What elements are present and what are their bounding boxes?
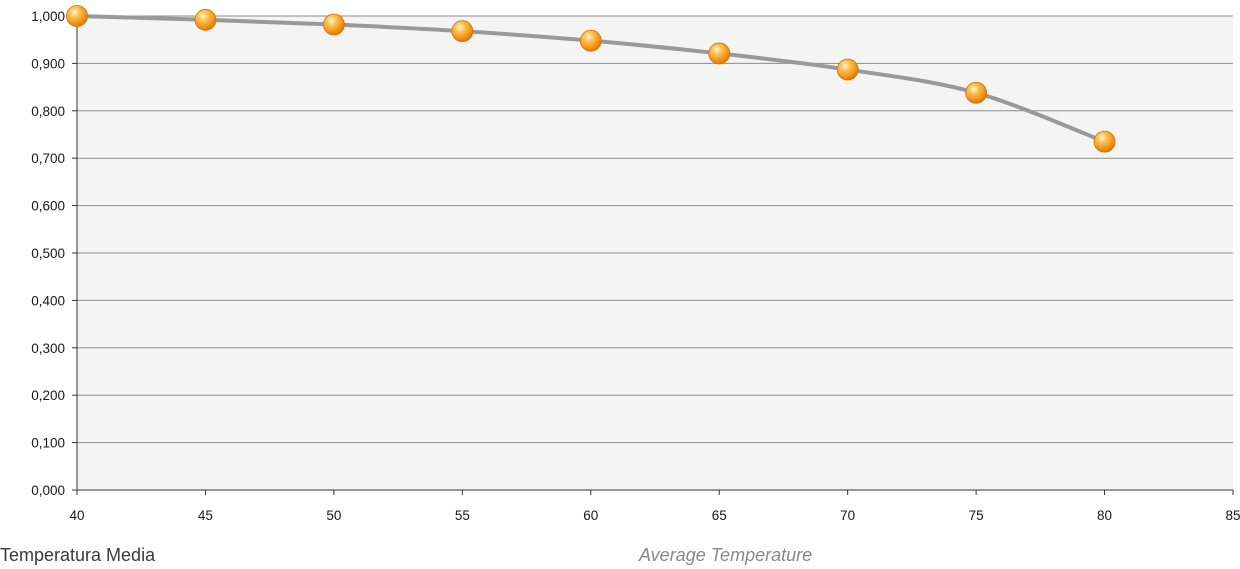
- data-point-8: [1093, 130, 1116, 153]
- x-tick-label-3: 55: [455, 508, 470, 523]
- x-axis-label-italian: Temperatura Media: [0, 545, 156, 565]
- data-point-0: [66, 5, 88, 27]
- x-tick-label-4: 60: [583, 508, 598, 523]
- x-tick-label-0: 40: [69, 508, 84, 523]
- x-tick-label-8: 80: [1097, 508, 1112, 523]
- data-point-5: [708, 42, 731, 65]
- x-tick-label-2: 50: [326, 508, 341, 523]
- y-tick-label-1: 0,100: [31, 436, 65, 451]
- data-points: [66, 5, 1116, 153]
- y-tick-label-10: 1,000: [31, 9, 65, 24]
- x-axis-ticks: 40 45 50 55 60 65 70 75 80 85: [69, 490, 1240, 523]
- y-tick-label-6: 0,600: [31, 199, 65, 214]
- x-tick-label-9: 85: [1225, 508, 1240, 523]
- data-point-1: [194, 8, 217, 31]
- y-axis-ticks: 0,000 0,100 0,200 0,300 0,400 0,500 0,600 0,700…: [31, 9, 77, 498]
- x-tick-label-7: 75: [969, 508, 984, 523]
- x-axis-label-english: Average Temperature: [639, 545, 813, 565]
- y-tick-label-2: 0,200: [31, 388, 65, 403]
- gridlines: [77, 15, 1233, 444]
- y-tick-label-8: 0,800: [31, 104, 65, 119]
- x-tick-label-1: 45: [198, 508, 213, 523]
- y-tick-label-3: 0,300: [31, 341, 65, 356]
- y-tick-label-0: 0,000: [31, 483, 65, 498]
- data-point-7: [965, 81, 988, 104]
- y-tick-label-4: 0,400: [31, 293, 65, 308]
- x-tick-label-5: 65: [712, 508, 727, 523]
- x-tick-label-6: 70: [840, 508, 855, 523]
- y-tick-label-7: 0,700: [31, 151, 65, 166]
- data-point-6: [836, 58, 859, 81]
- y-tick-label-5: 0,500: [31, 246, 65, 261]
- data-point-2: [322, 13, 345, 36]
- y-tick-label-9: 0,900: [31, 56, 65, 71]
- data-point-3: [451, 20, 474, 43]
- data-point-4: [579, 29, 602, 52]
